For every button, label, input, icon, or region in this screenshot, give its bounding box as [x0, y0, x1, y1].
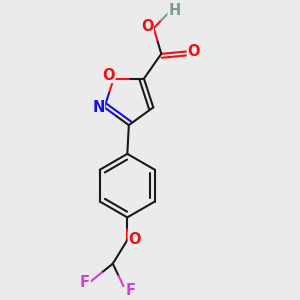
Text: O: O: [128, 232, 141, 247]
Text: O: O: [103, 68, 115, 82]
Text: H: H: [168, 3, 180, 18]
Text: F: F: [80, 274, 90, 290]
Text: O: O: [188, 44, 200, 59]
Text: N: N: [92, 100, 104, 115]
Text: O: O: [141, 19, 153, 34]
Text: F: F: [125, 283, 135, 298]
